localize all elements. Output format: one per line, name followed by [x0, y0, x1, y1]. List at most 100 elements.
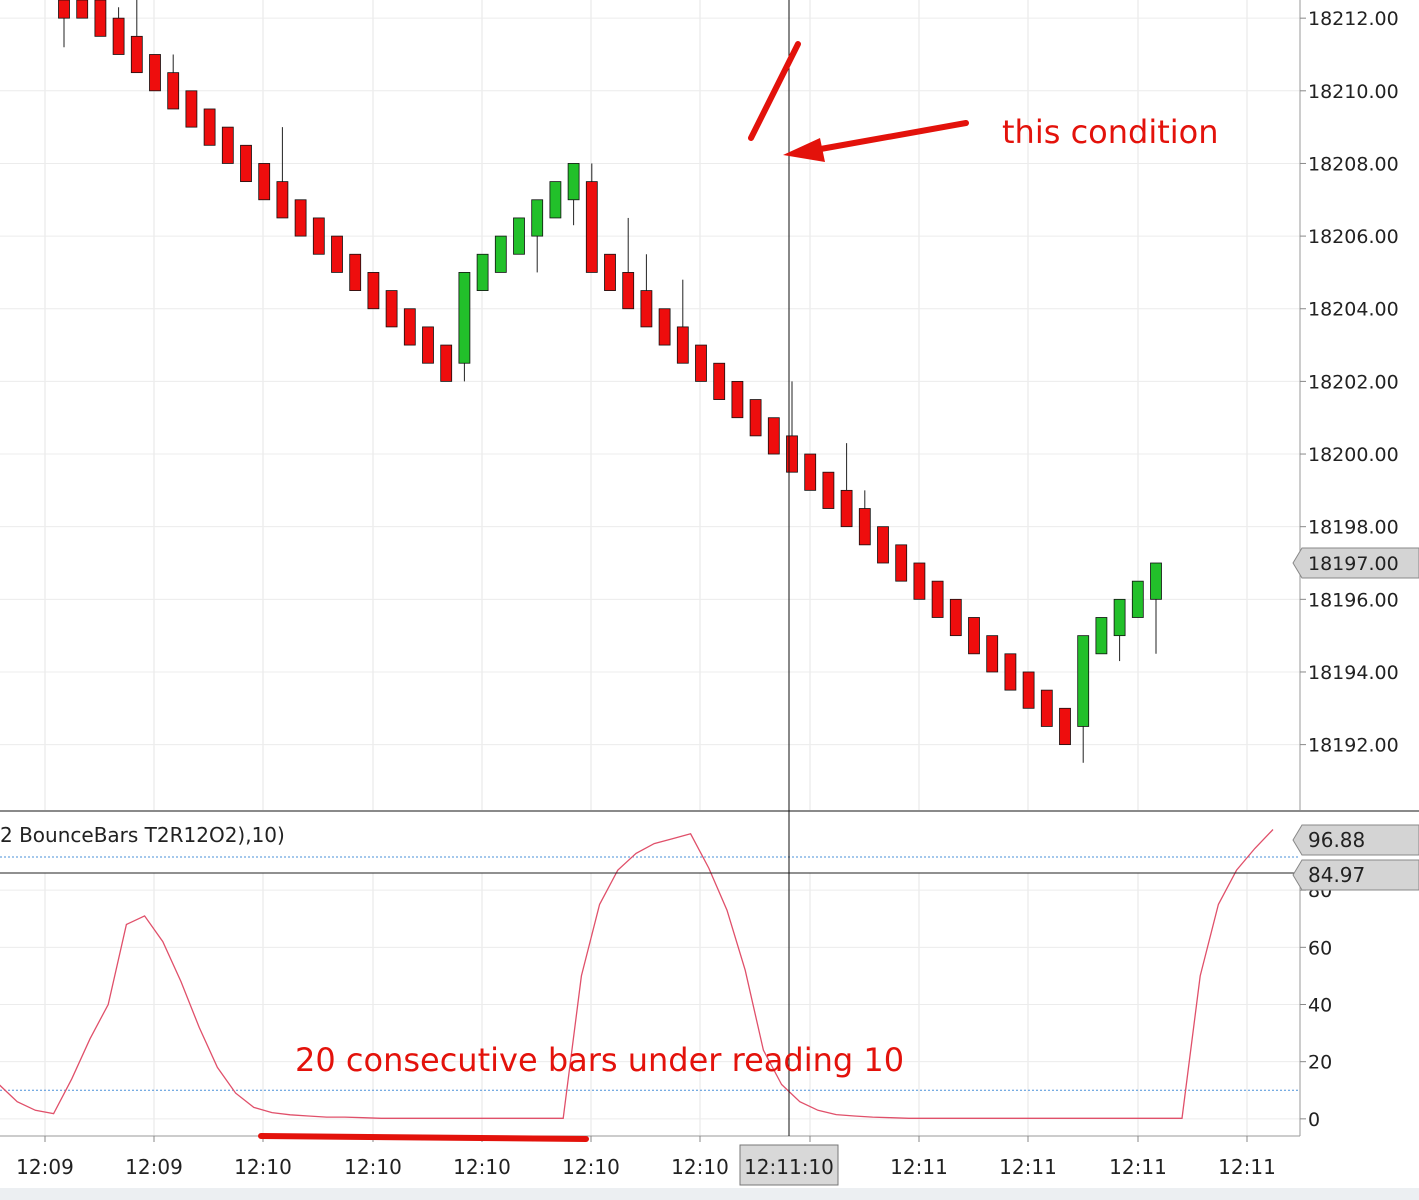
- x-tick-label: 12:10: [234, 1155, 292, 1179]
- candle: [804, 453, 817, 491]
- candle-body-down: [858, 508, 871, 546]
- candle: [549, 181, 562, 219]
- indicator-tick-label: 40: [1308, 995, 1332, 1017]
- y-tick-label: 18200.00: [1308, 444, 1399, 466]
- y-tick-label: 18206.00: [1308, 226, 1399, 248]
- x-tick-label: 12:11: [1218, 1155, 1276, 1179]
- candle: [986, 635, 999, 673]
- candle-body-down: [185, 90, 198, 128]
- candle-body-down: [312, 217, 325, 255]
- candle: [1004, 653, 1017, 691]
- annotations: this condition 20 consecutive bars under…: [258, 41, 1219, 1142]
- candle: [931, 580, 944, 618]
- candle-body-down: [786, 435, 798, 473]
- time-axis: 12:09 12:09 12:10 12:10 12:10 12:10 12:10 12:11…: [16, 1136, 1276, 1179]
- last-price-label: 18197.00: [1308, 553, 1399, 575]
- candle: [149, 54, 161, 92]
- y-tick-label: 18202.00: [1308, 371, 1399, 393]
- candle-body-down: [1004, 653, 1017, 691]
- candle-body-down: [822, 471, 835, 509]
- annotation-arrow-head: [783, 138, 825, 162]
- price-axis: 18212.00 18210.00 18208.00 18206.00 18204.00…: [1292, 0, 1419, 810]
- candle: [367, 272, 380, 310]
- y-tick-label: 18196.00: [1308, 589, 1399, 611]
- candle-body-down: [713, 362, 726, 400]
- candle: [767, 417, 780, 455]
- candle: [913, 562, 926, 600]
- candle: [877, 526, 889, 564]
- candle-body-up: [458, 272, 471, 364]
- indicator-grid: [0, 856, 1300, 1136]
- candle: [949, 598, 962, 637]
- candle-body-down: [1022, 671, 1035, 709]
- candle-body-down: [331, 235, 343, 273]
- candle: [749, 399, 762, 437]
- candle: [1059, 707, 1071, 746]
- indicator-value-label: 96.88: [1308, 828, 1365, 852]
- candle-body-up: [1150, 562, 1162, 600]
- candle-body-up: [567, 163, 580, 201]
- x-tick-label: 12:10: [453, 1155, 511, 1179]
- x-tick-label: 12:09: [125, 1155, 183, 1179]
- candle: [658, 308, 671, 346]
- candle-body-up: [1077, 635, 1090, 727]
- candle: [422, 326, 434, 364]
- candle: [895, 544, 908, 582]
- candle: [349, 253, 362, 291]
- candle-body-down: [895, 544, 908, 582]
- candle-body-down: [367, 272, 380, 310]
- candle-body-down: [112, 17, 125, 55]
- candle-body-down: [240, 144, 252, 183]
- value-badges: 96.88 84.97: [1292, 824, 1419, 891]
- candle: [968, 617, 980, 655]
- annotation-bottom-note: 20 consecutive bars under reading 10: [295, 1041, 904, 1079]
- candle: [76, 0, 89, 19]
- candle: [822, 471, 835, 509]
- candle: [640, 254, 653, 328]
- candle: [1095, 617, 1108, 655]
- x-tick-label: 12:09: [16, 1155, 74, 1179]
- candle: [1131, 580, 1144, 618]
- candle: [585, 163, 598, 273]
- y-tick-label: 18204.00: [1308, 299, 1399, 321]
- horizontal-scrollbar[interactable]: [0, 1188, 1419, 1200]
- candle: [1077, 635, 1090, 763]
- candle: [58, 0, 70, 48]
- candle-body-down: [94, 0, 107, 37]
- candle: [167, 54, 180, 110]
- candle-body-down: [804, 453, 817, 491]
- indicator-tick-label: 20: [1308, 1052, 1332, 1074]
- candlestick-series: [58, 0, 1162, 763]
- candle-body-down: [1059, 707, 1071, 746]
- candle: [858, 490, 871, 546]
- candle: [185, 90, 198, 128]
- candle-body-down: [695, 344, 707, 382]
- candle: [258, 163, 271, 201]
- indicator-line: [0, 829, 1274, 1119]
- candle: [130, 0, 143, 74]
- candle: [240, 144, 252, 183]
- candle-body-down: [585, 181, 598, 273]
- indicator-tick-label: 60: [1308, 937, 1332, 959]
- candle: [676, 279, 689, 364]
- candle-body-down: [130, 35, 143, 74]
- candle-body-down: [767, 417, 780, 455]
- candle-body-up: [476, 253, 489, 291]
- candle-body-up: [513, 217, 525, 255]
- candle-body-up: [494, 235, 507, 273]
- candle-body-down: [149, 54, 161, 92]
- indicator-value-badge: [1292, 859, 1419, 891]
- candle-body-down: [422, 326, 434, 364]
- candle: [1022, 671, 1035, 709]
- candle-body-down: [203, 108, 216, 146]
- candle: [513, 217, 525, 255]
- candle-body-down: [167, 72, 180, 110]
- candle: [440, 344, 453, 382]
- candle-body-down: [1040, 689, 1053, 727]
- candle: [713, 362, 726, 400]
- annotation-underline: [258, 1133, 589, 1142]
- candle-body-down: [749, 399, 762, 437]
- candle: [494, 235, 507, 273]
